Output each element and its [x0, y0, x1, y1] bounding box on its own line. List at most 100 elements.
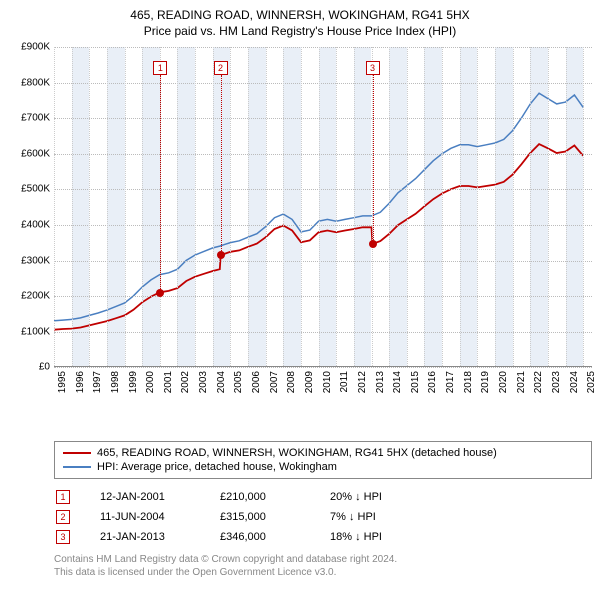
x-axis-label: 2024 [569, 371, 580, 393]
legend-label: HPI: Average price, detached house, Woki… [97, 461, 337, 473]
x-axis-label: 2021 [516, 371, 527, 393]
x-axis-label: 2015 [410, 371, 421, 393]
sales-row: 112-JAN-2001£210,00020% ↓ HPI [54, 487, 592, 507]
x-axis-label: 2018 [463, 371, 474, 393]
sales-price: £210,000 [220, 491, 330, 503]
x-axis-label: 2000 [145, 371, 156, 393]
sales-diff: 20% ↓ HPI [330, 491, 450, 503]
gridline-v [442, 47, 443, 366]
gridline-v [125, 47, 126, 366]
gridline-v [407, 47, 408, 366]
chart-area: £0£100K£200K£300K£400K£500K£600K£700K£80… [54, 47, 592, 397]
x-axis-label: 2020 [498, 371, 509, 393]
footer-line1: Contains HM Land Registry data © Crown c… [54, 553, 592, 566]
gridline-h [54, 367, 592, 368]
chart-title-line2: Price paid vs. HM Land Registry's House … [10, 24, 590, 40]
x-axis-label: 2003 [198, 371, 209, 393]
gridline-v [530, 47, 531, 366]
sales-diff: 18% ↓ HPI [330, 531, 450, 543]
sales-row-marker: 1 [56, 490, 70, 504]
gridline-v [495, 47, 496, 366]
x-axis-label: 2010 [322, 371, 333, 393]
legend-row: 465, READING ROAD, WINNERSH, WOKINGHAM, … [63, 446, 583, 460]
y-axis-label: £100K [10, 326, 50, 337]
y-axis-label: £700K [10, 113, 50, 124]
sales-row-marker: 3 [56, 530, 70, 544]
gridline-v [513, 47, 514, 366]
sale-dot [369, 240, 377, 248]
gridline-v [195, 47, 196, 366]
gridline-v [460, 47, 461, 366]
gridline-h [54, 47, 592, 48]
x-axis-label: 2005 [233, 371, 244, 393]
sale-marker-line [221, 75, 222, 255]
gridline-h [54, 225, 592, 226]
gridline-v [548, 47, 549, 366]
sales-date: 11-JUN-2004 [70, 511, 220, 523]
y-axis-label: £900K [10, 42, 50, 53]
gridline-v [89, 47, 90, 366]
x-axis-label: 2004 [216, 371, 227, 393]
x-axis-label: 2008 [286, 371, 297, 393]
y-axis-label: £500K [10, 184, 50, 195]
x-axis-label: 2007 [269, 371, 280, 393]
footer: Contains HM Land Registry data © Crown c… [54, 553, 592, 579]
gridline-v [266, 47, 267, 366]
x-axis-label: 2009 [304, 371, 315, 393]
x-axis-label: 2002 [180, 371, 191, 393]
x-axis-label: 2017 [445, 371, 456, 393]
series-svg [54, 47, 592, 367]
chart-title-line1: 465, READING ROAD, WINNERSH, WOKINGHAM, … [10, 8, 590, 24]
sale-dot [217, 251, 225, 259]
gridline-h [54, 83, 592, 84]
gridline-v [583, 47, 584, 366]
legend-label: 465, READING ROAD, WINNERSH, WOKINGHAM, … [97, 447, 497, 459]
legend-swatch [63, 452, 91, 454]
x-axis-label: 2012 [357, 371, 368, 393]
gridline-v [177, 47, 178, 366]
gridline-v [283, 47, 284, 366]
x-axis-label: 2011 [339, 371, 350, 393]
x-axis-label: 2006 [251, 371, 262, 393]
gridline-h [54, 332, 592, 333]
gridline-v [424, 47, 425, 366]
gridline-v [354, 47, 355, 366]
sales-row: 321-JAN-2013£346,00018% ↓ HPI [54, 527, 592, 547]
sales-date: 21-JAN-2013 [70, 531, 220, 543]
gridline-v [248, 47, 249, 366]
sales-date: 12-JAN-2001 [70, 491, 220, 503]
x-axis-label: 2022 [533, 371, 544, 393]
y-axis-label: £600K [10, 148, 50, 159]
footer-line2: This data is licensed under the Open Gov… [54, 566, 592, 579]
gridline-h [54, 189, 592, 190]
legend-swatch [63, 466, 91, 468]
gridline-h [54, 154, 592, 155]
x-axis-label: 1999 [128, 371, 139, 393]
gridline-v [72, 47, 73, 366]
sales-row-marker: 2 [56, 510, 70, 524]
gridline-h [54, 261, 592, 262]
y-axis-label: £400K [10, 219, 50, 230]
y-axis-label: £200K [10, 291, 50, 302]
sales-price: £315,000 [220, 511, 330, 523]
sales-price: £346,000 [220, 531, 330, 543]
x-axis-label: 2019 [480, 371, 491, 393]
x-axis-label: 1997 [92, 371, 103, 393]
x-axis-label: 2001 [163, 371, 174, 393]
x-axis-label: 2013 [375, 371, 386, 393]
gridline-h [54, 296, 592, 297]
gridline-v [213, 47, 214, 366]
y-axis-label: £800K [10, 77, 50, 88]
gridline-v [142, 47, 143, 366]
gridline-v [336, 47, 337, 366]
gridline-v [230, 47, 231, 366]
sales-table: 112-JAN-2001£210,00020% ↓ HPI 211-JUN-200… [54, 487, 592, 547]
gridline-v [107, 47, 108, 366]
gridline-v [301, 47, 302, 366]
gridline-v [566, 47, 567, 366]
sale-marker-box: 2 [214, 61, 228, 75]
gridline-v [477, 47, 478, 366]
y-axis-label: £300K [10, 255, 50, 266]
gridline-h [54, 118, 592, 119]
gridline-v [319, 47, 320, 366]
